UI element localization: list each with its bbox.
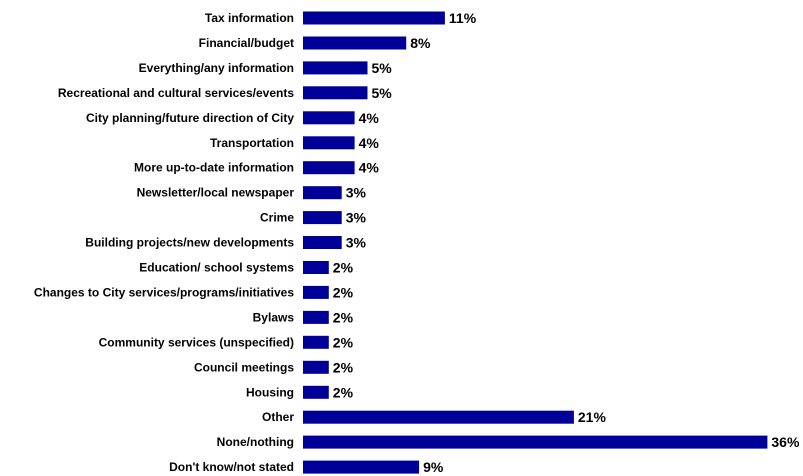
bar-18	[303, 435, 768, 449]
bar-19	[303, 460, 420, 474]
bar-15	[303, 360, 329, 374]
bar-16	[303, 385, 329, 399]
category-label-18: None/nothing	[217, 435, 294, 449]
bar-9	[303, 211, 342, 225]
bar-4	[303, 86, 368, 100]
category-label-11: Education/ school systems	[139, 261, 294, 275]
value-label-15: 2%	[333, 359, 354, 375]
value-label-13: 2%	[333, 309, 354, 325]
bar-6	[303, 136, 355, 150]
category-label-1: Tax information	[205, 11, 294, 25]
value-label-1: 11%	[449, 10, 477, 26]
value-label-18: 36%	[771, 434, 800, 450]
bar-1	[303, 11, 445, 25]
value-label-2: 8%	[410, 35, 431, 51]
value-label-17: 21%	[578, 409, 607, 425]
category-label-14: Community services (unspecified)	[99, 335, 294, 349]
value-label-6: 4%	[359, 135, 380, 151]
value-label-12: 2%	[333, 284, 354, 300]
value-label-19: 9%	[423, 459, 444, 475]
category-label-16: Housing	[246, 385, 294, 399]
bar-17	[303, 410, 574, 424]
category-label-5: City planning/future direction of City	[86, 111, 294, 125]
value-label-11: 2%	[333, 260, 354, 276]
bar-2	[303, 36, 407, 50]
value-label-14: 2%	[333, 334, 354, 350]
value-label-7: 4%	[359, 160, 380, 176]
category-label-2: Financial/budget	[199, 36, 294, 50]
bar-13	[303, 310, 329, 324]
bar-10	[303, 236, 342, 249]
value-label-4: 5%	[372, 85, 393, 101]
category-label-15: Council meetings	[194, 360, 294, 374]
category-label-17: Other	[262, 410, 294, 424]
category-label-6: Transportation	[210, 136, 294, 150]
category-label-4: Recreational and cultural services/event…	[58, 86, 294, 100]
bar-5	[303, 111, 355, 125]
bar-7	[303, 161, 355, 175]
category-label-9: Crime	[260, 211, 294, 225]
category-label-12: Changes to City services/programs/initia…	[34, 285, 294, 299]
bars-group	[303, 11, 768, 474]
category-label-13: Bylaws	[253, 310, 295, 324]
category-labels-group: Tax information Financial/budget Everythin…	[34, 11, 294, 474]
category-label-19: Don't know/not stated	[169, 460, 294, 474]
category-label-3: Everything/any information	[139, 61, 294, 75]
bar-11	[303, 261, 329, 274]
category-label-7: More up-to-date information	[134, 161, 294, 175]
value-label-16: 2%	[333, 384, 354, 400]
value-label-9: 3%	[346, 210, 367, 226]
category-label-10: Building projects/new developments	[85, 236, 294, 250]
category-label-8: Newsletter/local newspaper	[137, 186, 295, 200]
value-labels-group: 11% 8% 5% 5% 4% 4% 4% 3% 3% 3% 2% 2% 2% 2% 2% 2% 21% 36% 9…	[333, 10, 800, 475]
bar-8	[303, 186, 342, 200]
bar-12	[303, 285, 329, 299]
value-label-8: 3%	[346, 185, 367, 201]
bar-14	[303, 335, 329, 349]
value-label-10: 3%	[346, 235, 367, 251]
value-label-3: 5%	[372, 60, 393, 76]
value-label-5: 4%	[359, 110, 380, 126]
bar-3	[303, 61, 368, 75]
